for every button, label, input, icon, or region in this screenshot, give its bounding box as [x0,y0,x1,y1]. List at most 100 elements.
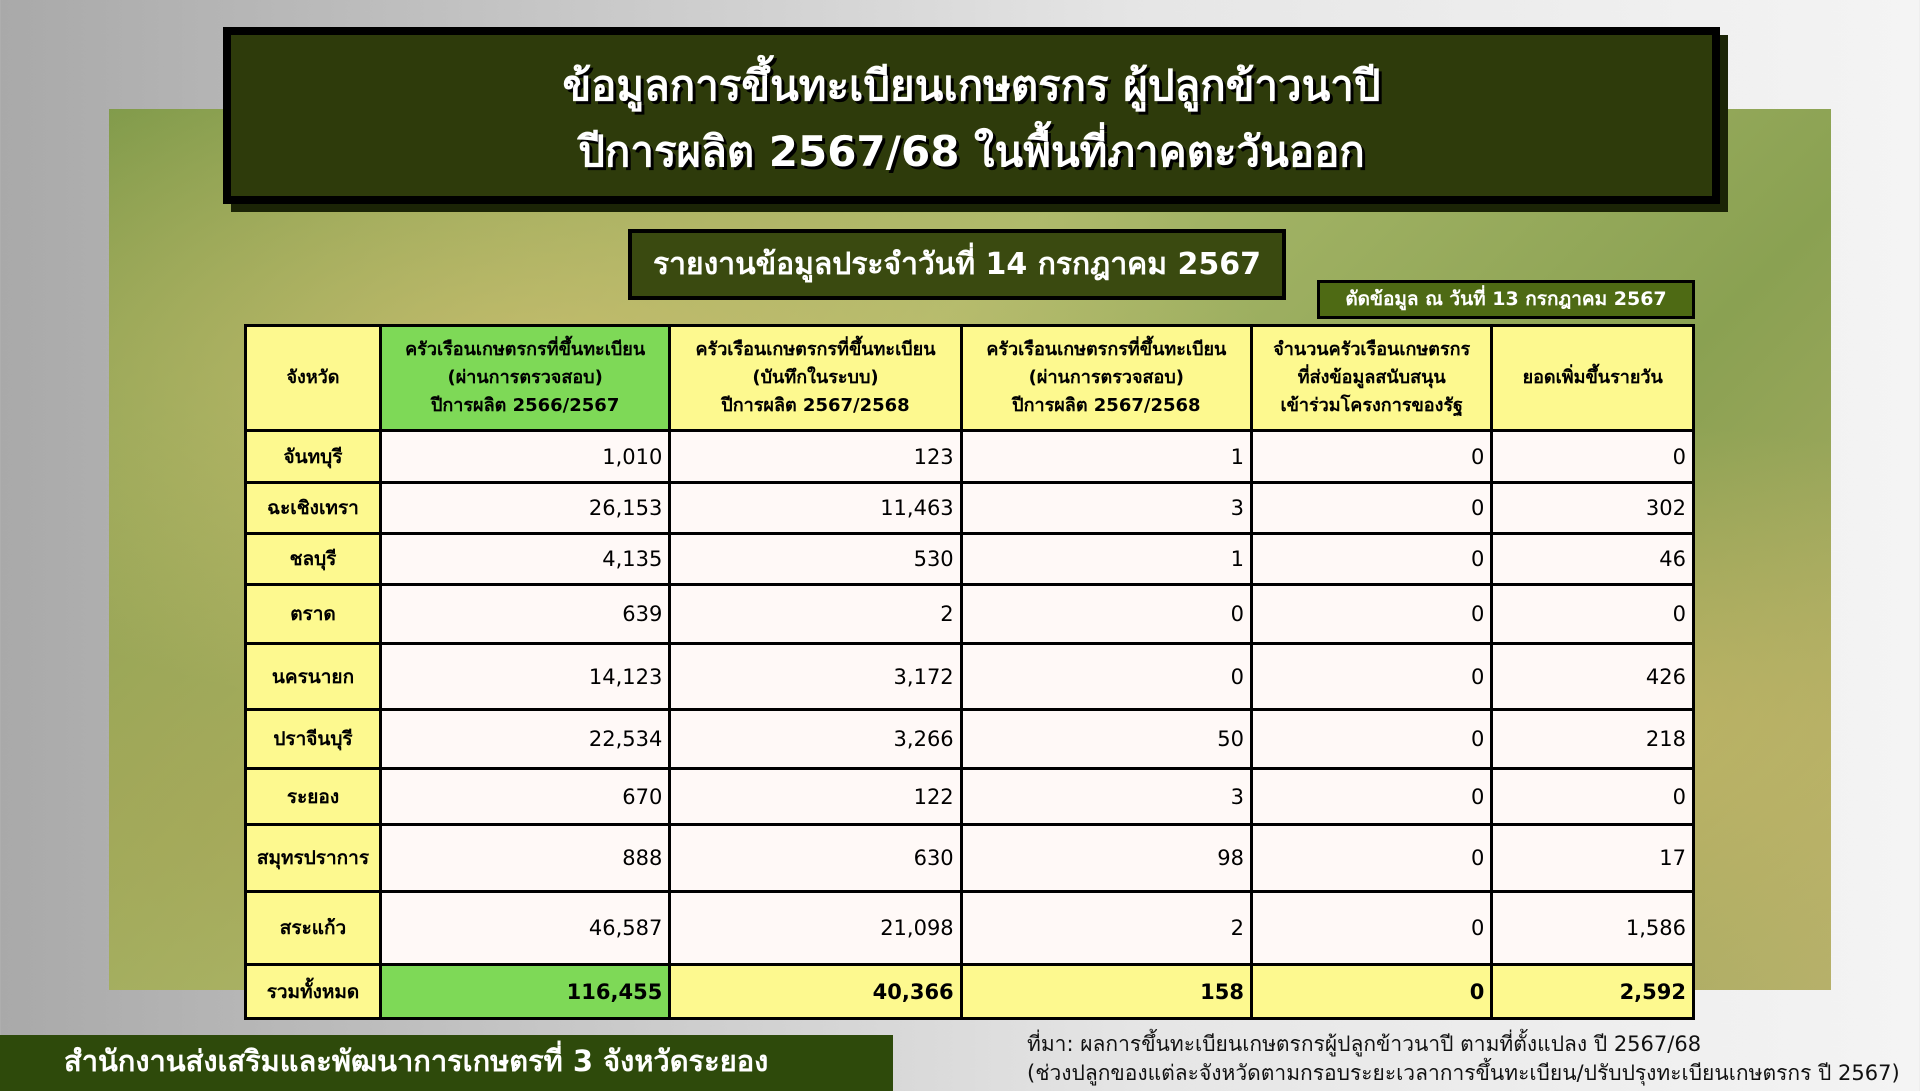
total-value: 158 [959,963,1254,1020]
value-cell: 3,172 [668,642,963,711]
value-cell: 17 [1490,823,1695,893]
province-cell: นครนายก [244,642,382,711]
value-cell: 0 [1250,481,1494,535]
column-header: ยอดเพิ่มขึ้นรายวัน [1490,324,1695,432]
column-header: ครัวเรือนเกษตรกรที่ขึ้นทะเบียน (บันทึกในร… [668,324,963,432]
total-value: 2,592 [1490,963,1695,1020]
source-line-2: (ช่วงปลูกของแต่ละจังหวัดตามกรอบระยะเวลาก… [1027,1061,1900,1085]
value-cell: 3,266 [668,708,963,770]
total-label: รวมทั้งหมด [244,963,382,1020]
value-cell: 46,587 [378,890,672,966]
column-header-line: (ผ่านการตรวจสอบ) [1028,367,1184,388]
source-note: ที่มา: ผลการขึ้นทะเบียนเกษตรกรผู้ปลูกข้า… [1027,1030,1900,1088]
table-row: ระยอง 670 122 3 0 0 [244,767,1695,826]
value-cell: 4,135 [378,532,672,586]
value-cell: 98 [959,823,1254,893]
value-cell: 26,153 [378,481,672,535]
value-cell: 0 [1490,767,1695,826]
column-header-line: จำนวนครัวเรือนเกษตรกร [1273,339,1471,360]
value-cell: 123 [668,429,963,484]
table-row: ตราด 639 2 0 0 0 [244,583,1695,645]
value-cell: 3 [959,767,1254,826]
total-row: รวมทั้งหมด 116,455 40,366 158 0 2,592 [244,963,1695,1020]
title-line-2: ปีการผลิต 2567/68 ในพื้นที่ภาคตะวันออก [578,127,1365,176]
table-row: จันทบุรี 1,010 123 1 0 0 [244,429,1695,484]
column-header-line: ปีการผลิต 2567/2568 [721,395,910,416]
value-cell: 0 [1250,890,1494,966]
column-header-line: (ผ่านการตรวจสอบ) [447,367,603,388]
value-cell: 302 [1490,481,1695,535]
column-header: ครัวเรือนเกษตรกรที่ขึ้นทะเบียน (ผ่านการตร… [959,324,1254,432]
province-cell: ระยอง [244,767,382,826]
column-header-line: ปีการผลิต 2567/2568 [1012,395,1201,416]
value-cell: 0 [1250,642,1494,711]
table-row: ชลบุรี 4,135 530 1 0 46 [244,532,1695,586]
value-cell: 888 [378,823,672,893]
value-cell: 630 [668,823,963,893]
value-cell: 670 [378,767,672,826]
column-header-line: ที่ส่งข้อมูลสนับสนุน [1297,367,1446,388]
column-header-line: (บันทึกในระบบ) [752,367,879,388]
province-cell: สมุทรปราการ [244,823,382,893]
value-cell: 426 [1490,642,1695,711]
province-cell: ชลบุรี [244,532,382,586]
province-cell: สระแก้ว [244,890,382,966]
value-cell: 0 [1250,767,1494,826]
value-cell: 14,123 [378,642,672,711]
column-header-line: ครัวเรือนเกษตรกรที่ขึ้นทะเบียน [405,339,646,360]
column-header-line: ครัวเรือนเกษตรกรที่ขึ้นทะเบียน [695,339,936,360]
value-cell: 46 [1490,532,1695,586]
table-row: สระแก้ว 46,587 21,098 2 0 1,586 [244,890,1695,966]
value-cell: 0 [1490,583,1695,645]
page-title: ข้อมูลการขึ้นทะเบียนเกษตรกร ผู้ปลูกข้าวน… [223,27,1720,204]
column-header-line: ครัวเรือนเกษตรกรที่ขึ้นทะเบียน [986,339,1227,360]
column-header-line: ปีการผลิต 2566/2567 [430,395,620,416]
source-line-1: ที่มา: ผลการขึ้นทะเบียนเกษตรกรผู้ปลูกข้า… [1027,1032,1702,1056]
value-cell: 0 [959,583,1254,645]
province-cell: ปราจีนบุรี [244,708,382,770]
value-cell: 639 [378,583,672,645]
value-cell: 50 [959,708,1254,770]
value-cell: 1,010 [378,429,672,484]
province-cell: จันทบุรี [244,429,382,484]
value-cell: 11,463 [668,481,963,535]
value-cell: 0 [1250,532,1494,586]
column-header: จำนวนครัวเรือนเกษตรกรที่ส่งข้อมูลสนับสนุ… [1250,324,1494,432]
table-row: นครนายก 14,123 3,172 0 0 426 [244,642,1695,711]
value-cell: 0 [1250,583,1494,645]
value-cell: 0 [1250,708,1494,770]
registration-table: จังหวัด ครัวเรือนเกษตรกรที่ขึ้นทะเบียน (ผ่… [244,324,1695,1020]
table-row: สมุทรปราการ 888 630 98 0 17 [244,823,1695,893]
total-value: 40,366 [668,963,963,1020]
value-cell: 1 [959,429,1254,484]
value-cell: 22,534 [378,708,672,770]
value-cell: 0 [959,642,1254,711]
total-value: 116,455 [378,963,672,1020]
value-cell: 21,098 [668,890,963,966]
value-cell: 1,586 [1490,890,1695,966]
value-cell: 0 [1250,823,1494,893]
table-row: ปราจีนบุรี 22,534 3,266 50 0 218 [244,708,1695,770]
value-cell: 2 [668,583,963,645]
column-header: จังหวัด [244,324,382,432]
total-value: 0 [1250,963,1494,1020]
province-cell: ฉะเชิงเทรา [244,481,382,535]
report-date: รายงานข้อมูลประจำวันที่ 14 กรกฎาคม 2567 [628,229,1286,300]
province-cell: ตราด [244,583,382,645]
column-header-line: จังหวัด [286,367,340,388]
cutoff-date-badge: ตัดข้อมูล ณ วันที่ 13 กรกฎาคม 2567 [1317,280,1695,319]
value-cell: 218 [1490,708,1695,770]
column-header-line: ยอดเพิ่มขึ้นรายวัน [1522,367,1663,388]
value-cell: 1 [959,532,1254,586]
value-cell: 3 [959,481,1254,535]
value-cell: 0 [1490,429,1695,484]
value-cell: 0 [1250,429,1494,484]
column-header-line: เข้าร่วมโครงการของรัฐ [1280,395,1463,416]
value-cell: 2 [959,890,1254,966]
column-header: ครัวเรือนเกษตรกรที่ขึ้นทะเบียน (ผ่านการตร… [378,324,672,432]
value-cell: 122 [668,767,963,826]
footer-office: สำนักงานส่งเสริมและพัฒนาการเกษตรที่ 3 จั… [0,1035,893,1091]
table-row: ฉะเชิงเทรา 26,153 11,463 3 0 302 [244,481,1695,535]
value-cell: 530 [668,532,963,586]
title-line-1: ข้อมูลการขึ้นทะเบียนเกษตรกร ผู้ปลูกข้าวน… [562,61,1381,110]
